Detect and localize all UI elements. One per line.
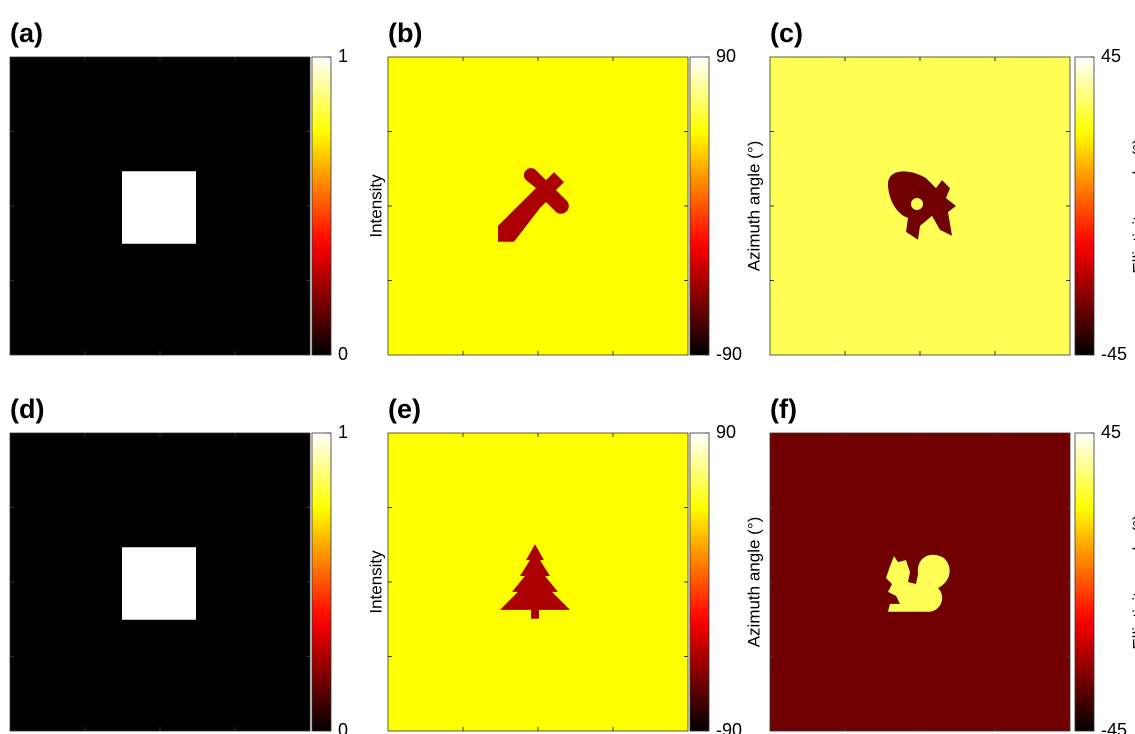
image-panel	[10, 57, 310, 355]
image-shape	[888, 171, 956, 240]
image-shape	[122, 171, 196, 244]
colorbar-tick-label: 90	[716, 46, 736, 66]
colorbar	[1074, 56, 1095, 356]
colorbar	[1074, 432, 1095, 732]
image-panel	[388, 433, 688, 731]
colorbar-tick-label: 0	[338, 720, 348, 734]
colorbar-label: Intensity	[366, 550, 385, 614]
colorbar-tick-label: -90	[716, 344, 742, 364]
colorbar	[689, 432, 710, 732]
panel-label: (b)	[388, 18, 422, 48]
colorbar-tick-label: -45	[1101, 720, 1127, 734]
colorbar-label: Azimuth angle (°)	[744, 141, 763, 272]
colorbar-tick-label: 1	[338, 422, 348, 442]
colorbar-label: Azimuth angle (°)	[744, 517, 763, 648]
colorbar	[689, 56, 710, 356]
colorbar	[311, 432, 332, 732]
image-shape	[498, 168, 569, 242]
colorbar-tick-label: 1	[338, 46, 348, 66]
image-shape	[886, 554, 950, 612]
colorbar	[311, 56, 332, 356]
colorbar-tick-label: -90	[716, 720, 742, 734]
image-shape	[500, 544, 570, 619]
image-background	[770, 57, 1070, 355]
colorbar-tick-label: 45	[1101, 46, 1121, 66]
panel-label: (f)	[770, 394, 797, 424]
colorbar-tick-label: -45	[1101, 344, 1127, 364]
panel-label: (a)	[10, 18, 43, 48]
panel-label: (e)	[388, 394, 421, 424]
colorbar-label: Ellipticity angle (°)	[1129, 138, 1135, 273]
image-panel	[388, 57, 688, 355]
panel-label: (d)	[10, 394, 44, 424]
image-shape	[122, 547, 196, 620]
image-panel	[770, 433, 1070, 731]
colorbar-label: Intensity	[366, 174, 385, 238]
image-panel	[770, 57, 1070, 355]
colorbar-tick-label: 45	[1101, 422, 1121, 442]
colorbar-label: Ellipticity angle (°)	[1129, 514, 1135, 649]
panel-label: (c)	[770, 18, 803, 48]
image-panel	[10, 433, 310, 731]
colorbar-tick-label: 0	[338, 344, 348, 364]
colorbar-tick-label: 90	[716, 422, 736, 442]
